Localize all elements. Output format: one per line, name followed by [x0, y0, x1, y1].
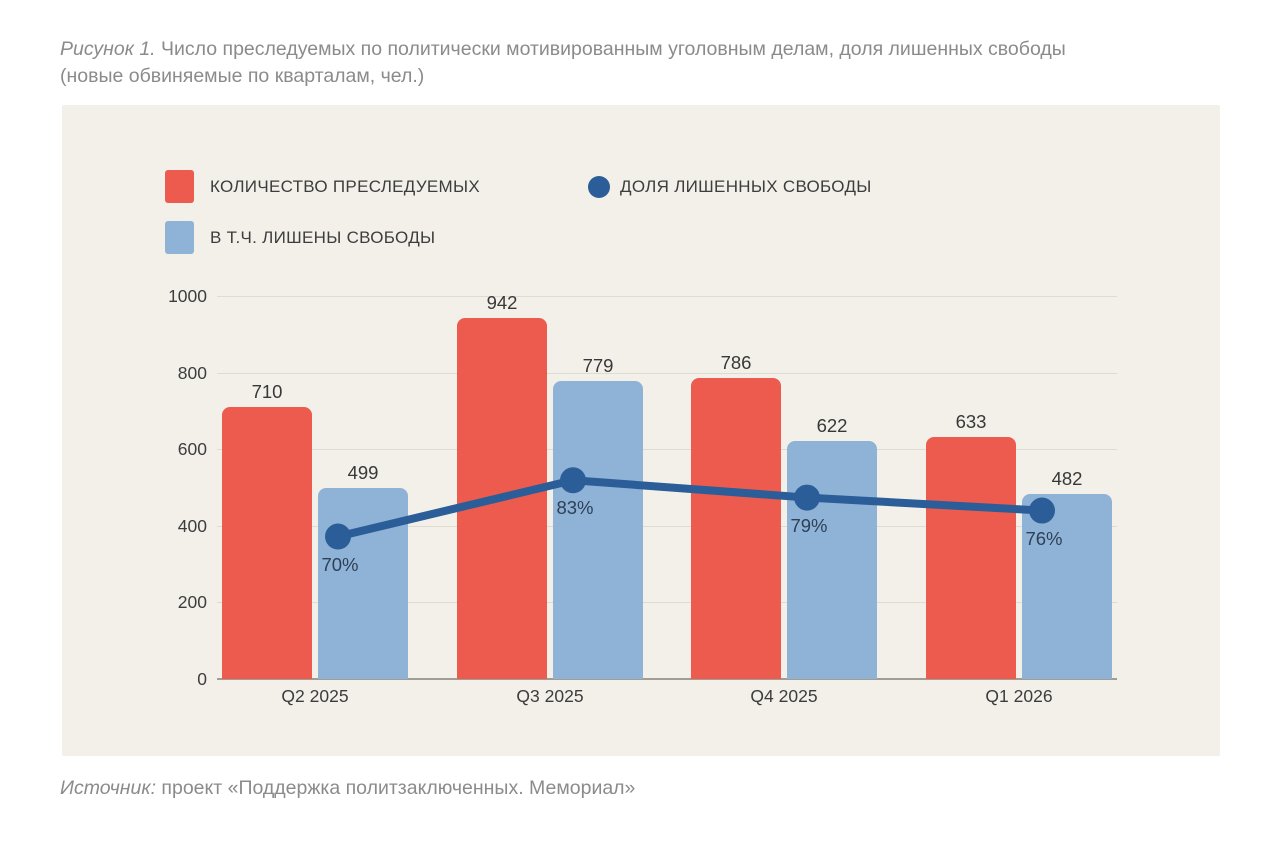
- legend-label-share: ДОЛЯ ЛИШЕННЫХ СВОБОДЫ: [620, 177, 872, 196]
- bar-value-label: 779: [582, 355, 614, 376]
- legend-label-deprived: В Т.Ч. ЛИШЕНЫ СВОБОДЫ: [210, 228, 436, 247]
- x-tick-label: Q3 2025: [516, 686, 584, 706]
- x-axis-baseline: [217, 678, 1117, 680]
- bar-value-label: 633: [955, 411, 987, 432]
- y-tick-label: 800: [177, 363, 207, 383]
- bar-value-label: 499: [347, 462, 379, 483]
- bar-deprived: [553, 381, 643, 679]
- figure-source: Источник: проект «Поддержка политзаключе…: [60, 775, 635, 802]
- gridline: [217, 296, 1117, 297]
- x-tick-label: Q2 2025: [281, 686, 349, 706]
- bar-value-label: 710: [251, 381, 283, 402]
- figure-caption: Рисунок 1. Число преследуемых по политич…: [60, 36, 1200, 90]
- legend-circle-share-icon: [588, 176, 610, 198]
- bar-value-label: 622: [816, 415, 848, 436]
- bar-value-label: 786: [720, 352, 752, 373]
- legend-swatch-deprived: [165, 221, 194, 254]
- gridline: [217, 449, 1117, 450]
- bar-prosecuted: [926, 437, 1016, 679]
- bar-deprived: [318, 488, 408, 679]
- source-text: проект «Поддержка политзаключенных. Мемо…: [161, 777, 636, 799]
- y-tick-label: 1000: [168, 286, 207, 306]
- share-percent-label: 70%: [321, 554, 359, 575]
- source-prefix: Источник:: [60, 777, 156, 799]
- x-tick-label: Q1 2026: [985, 686, 1053, 706]
- share-percent-label: 83%: [556, 497, 594, 518]
- legend-swatch-prosecuted: [165, 170, 194, 203]
- y-tick-label: 600: [177, 439, 207, 459]
- gridline: [217, 602, 1117, 603]
- bar-deprived: [1022, 494, 1112, 679]
- x-tick-label: Q4 2025: [750, 686, 818, 706]
- caption-text: Число преследуемых по политически мотиви…: [161, 38, 1066, 60]
- bar-deprived: [787, 441, 877, 679]
- y-tick-label: 400: [177, 516, 207, 536]
- gridline: [217, 373, 1117, 374]
- y-tick-label: 0: [197, 669, 207, 689]
- bar-value-label: 482: [1051, 468, 1083, 489]
- caption-prefix: Рисунок 1.: [60, 38, 156, 60]
- legend-label-prosecuted: КОЛИЧЕСТВО ПРЕСЛЕДУЕМЫХ: [210, 177, 481, 196]
- caption-line-1: Рисунок 1. Число преследуемых по политич…: [60, 36, 1200, 63]
- bar-prosecuted: [222, 407, 312, 679]
- share-percent-label: 76%: [1025, 528, 1063, 549]
- caption-line-2: (новые обвиняемые по кварталам, чел.): [60, 65, 425, 87]
- bar-value-label: 942: [486, 292, 518, 313]
- share-percent-label: 79%: [790, 515, 828, 536]
- y-tick-label: 200: [177, 592, 207, 612]
